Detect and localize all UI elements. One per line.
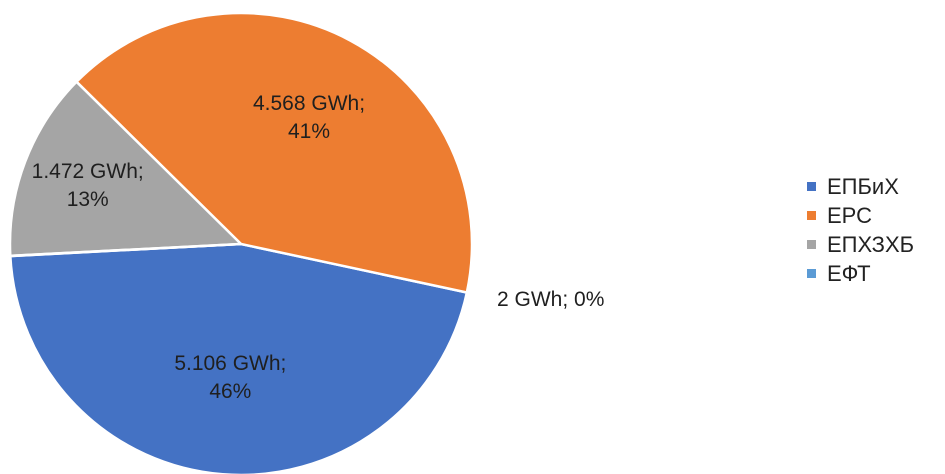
legend-item-eft: ЕФТ — [807, 259, 914, 288]
slice-percent-ers: 41% — [288, 119, 331, 143]
slice-label-ephzhb: 1.472 GWh; 13% — [32, 158, 144, 214]
slice-percent-epbih: 46% — [209, 379, 252, 403]
legend-swatch-ers — [807, 211, 816, 220]
slice-percent-ephzhb: 13% — [66, 187, 109, 211]
legend-label-ephzhb: ЕПХЗХБ — [827, 231, 915, 257]
legend-label-eft: ЕФТ — [827, 260, 871, 286]
legend-item-epbih: ЕПБиХ — [807, 172, 914, 201]
slice-label-eft: 2 GWh; 0% — [497, 288, 605, 311]
pie-slice-eft — [8, 242, 242, 258]
pie-slice-ephzhb — [8, 80, 244, 258]
slice-value-epbih: 5.106 GWh; — [174, 351, 287, 375]
legend-item-ephzhb: ЕПХЗХБ — [807, 230, 914, 259]
legend: ЕПБиХ ЕРС ЕПХЗХБ ЕФТ — [807, 172, 914, 288]
slice-label-epbih: 5.106 GWh; 46% — [174, 350, 286, 406]
slice-label-ers: 4.568 GWh; 41% — [253, 90, 365, 146]
legend-swatch-epbih — [807, 182, 816, 191]
legend-swatch-eft — [807, 269, 816, 278]
slice-value-ephzhb: 1.472 GWh; — [31, 159, 144, 183]
pie-slice-epbih — [9, 242, 469, 474]
legend-item-ers: ЕРС — [807, 201, 914, 230]
slice-value-ers: 4.568 GWh; — [252, 91, 366, 115]
legend-label-ers: ЕРС — [827, 202, 872, 228]
legend-label-epbih: ЕПБиХ — [827, 173, 899, 199]
legend-swatch-ephzhb — [807, 240, 816, 249]
pie-slice-ers — [74, 11, 474, 294]
